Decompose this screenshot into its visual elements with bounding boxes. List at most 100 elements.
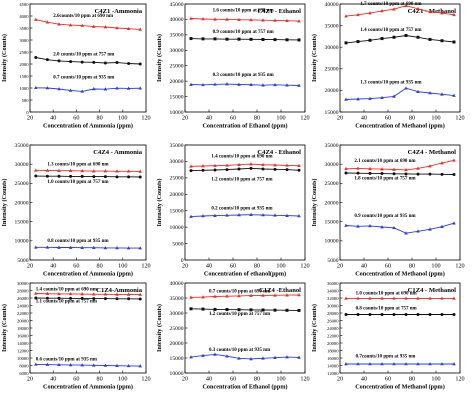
data-point [440,161,444,165]
x-tick-label: 20 [27,376,33,383]
data-point [68,291,73,296]
data-point [368,38,372,42]
data-point [428,9,432,14]
series-annotation: 0.8 counts/10 ppm at 757 nm [356,306,418,311]
data-point [404,362,408,366]
y-tick-label: 15000 [170,209,184,215]
series-line-1 [190,18,300,22]
data-point [368,171,372,175]
data-point [45,168,50,172]
series-annotation: 0.8 counts/10 ppm at 935 nm [47,239,109,244]
y-tick-label: 45000 [170,2,184,8]
data-point [189,164,193,168]
data-point [127,62,131,66]
data-point [80,168,84,173]
data-point [297,19,301,23]
data-point [92,245,96,250]
x-tick-label: 60 [230,263,236,270]
data-point [45,296,49,300]
x-tick-label: 20 [182,115,188,122]
x-tick-label: 100 [431,263,440,270]
data-point [392,94,396,98]
series-annotation: 1.4 counts/10 ppm at 690 nm [211,154,273,159]
x-tick-label: 120 [141,376,150,383]
y-tick-label: 2000 [19,62,29,67]
data-point [57,59,61,63]
y-tick-label: 24000 [17,303,29,308]
data-point [428,296,432,300]
y-axis-label: Intensity (Counts) [1,34,8,82]
series-line-3 [35,87,141,92]
y-tick-label: 20000 [170,192,184,198]
series-annotation: 0.7 counts/10 ppm at 935 nm [53,75,115,80]
data-point [392,225,396,230]
x-tick-label: 40 [50,263,56,270]
x-axis-label: Concentration of Ethanol (ppm) [202,123,287,130]
y-axis-label: Intensity (Counts) [1,304,8,352]
data-point [440,296,444,300]
series-line-1 [35,19,141,30]
x-tick-label: 80 [409,263,415,270]
data-point [92,87,96,91]
x-tick-label: 120 [300,115,309,122]
data-point [45,58,49,62]
data-point [452,173,456,177]
x-tick-label: 60 [73,376,79,383]
x-tick-label: 120 [300,263,309,270]
data-point [404,168,408,172]
data-point [392,35,396,39]
data-point [126,292,131,296]
y-tick-label: 0 [181,258,184,264]
series-line-1 [35,169,141,172]
x-tick-label: 100 [276,376,285,383]
y-tick-label: 35000 [170,143,184,149]
data-point [115,363,119,367]
y-tick-label: 18000 [327,348,339,353]
y-tick-label: 4500 [19,2,29,7]
series-annotation: 1.4 counts/10 ppm at 690 nm [36,288,98,293]
y-tick-label: 25000 [325,181,339,187]
y-tick-label: 14000 [17,341,29,346]
plot-frame [184,144,306,261]
data-point [356,171,360,175]
x-tick-label: 80 [254,376,260,383]
data-point [404,296,408,300]
plot-frame [184,3,306,113]
data-point [103,175,107,179]
data-point [368,166,372,171]
data-point [126,363,131,368]
data-point [440,362,444,366]
y-tick-label: 30000 [327,303,339,308]
data-point [356,166,360,170]
chart-panel-7: 20 40 60 80 100 120 6000 8000 10000 12000 14000 160… [1,281,151,391]
data-point [261,83,265,87]
x-tick-label: 60 [385,115,391,122]
series-line-2 [35,57,141,65]
y-tick-label: 0 [26,110,29,115]
data-point [225,163,229,167]
y-tick-label: 36000 [327,281,339,286]
data-point [127,297,131,301]
data-point [416,89,420,93]
y-tick-label: 22000 [327,333,339,338]
data-point [34,291,38,295]
y-tick-label: 34000 [327,288,339,293]
data-point [261,356,265,360]
data-point [138,292,142,296]
chart-title: C4Z4 - Methanol [408,149,457,156]
data-point [92,169,96,173]
data-point [45,174,49,178]
data-point [237,37,241,41]
data-point [261,213,265,217]
data-point [428,164,432,168]
data-point [68,88,73,92]
data-point [344,14,348,18]
y-tick-label: 24000 [327,326,339,331]
data-point [273,82,277,87]
data-point [57,168,61,172]
data-point [45,245,50,249]
data-point [68,245,73,249]
y-tick-label: 10000 [170,110,184,116]
y-axis-label: Intensity (Counts) [1,179,8,227]
chart-panel-5: 20 40 60 80 100 120 0 5000 10000 15000 20000 25000 3… [156,143,310,278]
